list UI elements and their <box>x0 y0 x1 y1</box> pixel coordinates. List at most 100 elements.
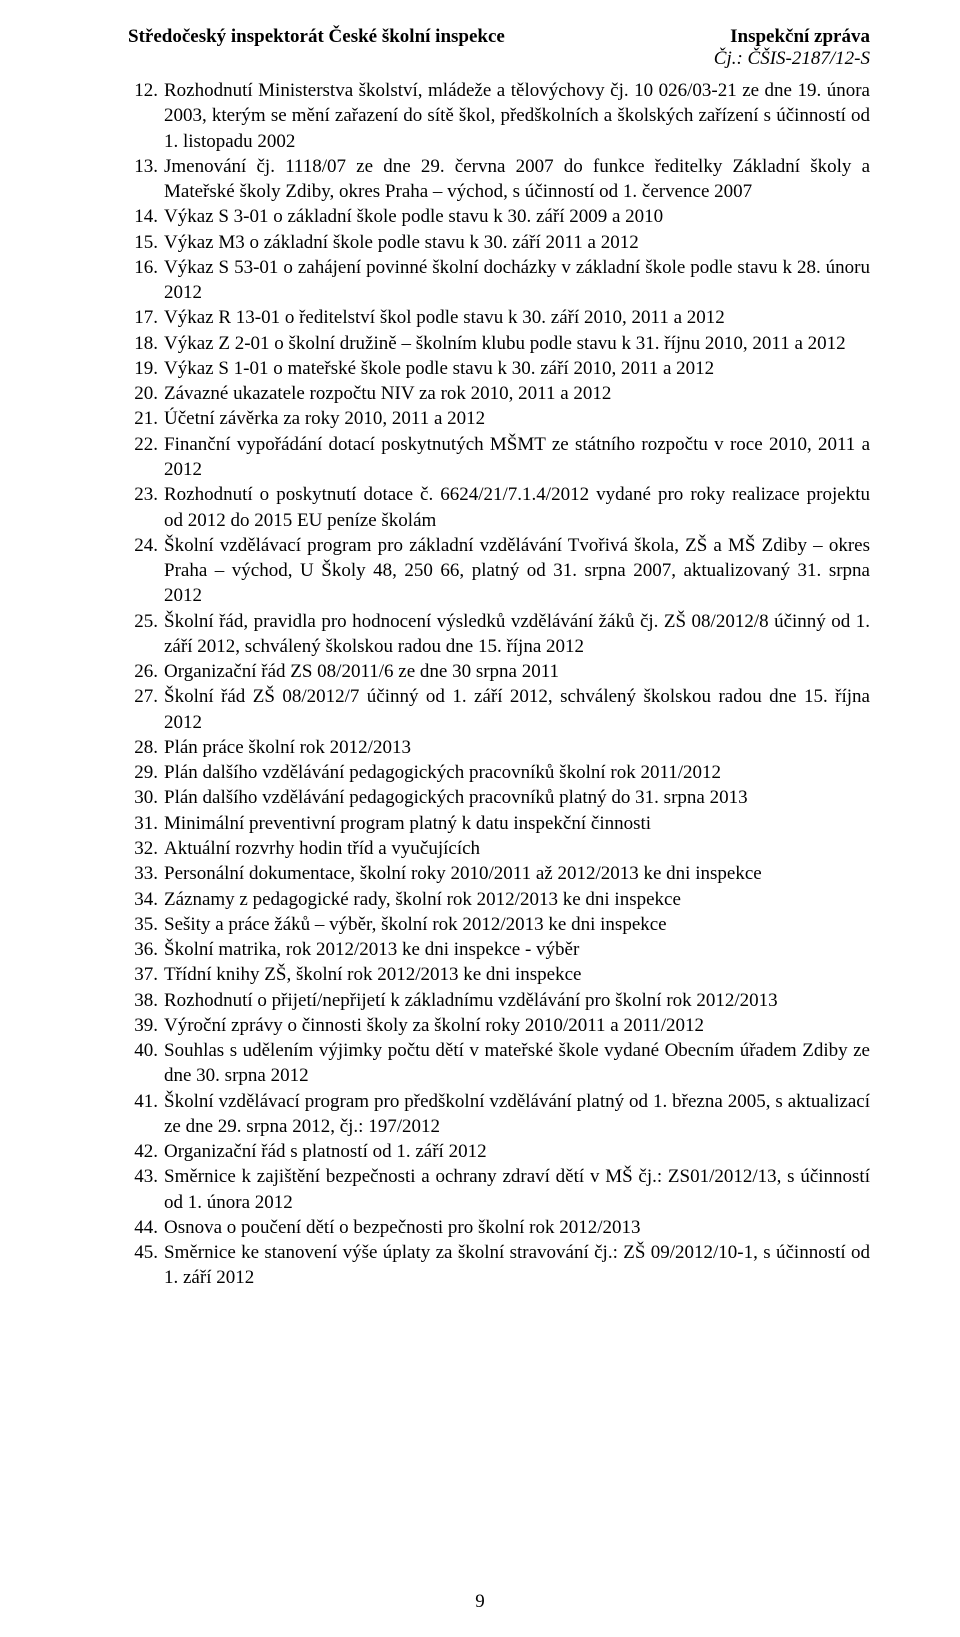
list-item-number: 26. <box>128 659 162 684</box>
list-item: 38.Rozhodnutí o přijetí/nepřijetí k zákl… <box>128 988 870 1013</box>
list-item-number: 34. <box>128 887 162 912</box>
list-item-number: 40. <box>128 1038 162 1089</box>
list-item-number: 29. <box>128 760 162 785</box>
list-item: 13.Jmenování čj. 1118/07 ze dne 29. červ… <box>128 154 870 205</box>
list-item: 23.Rozhodnutí o poskytnutí dotace č. 662… <box>128 482 870 533</box>
list-item: 26.Organizační řád ZS 08/2011/6 ze dne 3… <box>128 659 870 684</box>
list-item-text: Minimální preventivní program platný k d… <box>162 811 870 836</box>
list-item-number: 35. <box>128 912 162 937</box>
header-right: Inspekční zpráva Čj.: ČŠIS-2187/12-S <box>714 26 870 70</box>
list-item-number: 27. <box>128 684 162 735</box>
list-item-number: 37. <box>128 962 162 987</box>
list-item-text: Školní vzdělávací program pro předškolní… <box>162 1089 870 1140</box>
list-item-text: Školní řád ZŠ 08/2012/7 účinný od 1. zář… <box>162 684 870 735</box>
list-item: 31.Minimální preventivní program platný … <box>128 811 870 836</box>
list-item-number: 28. <box>128 735 162 760</box>
list-item: 17.Výkaz R 13-01 o ředitelství škol podl… <box>128 305 870 330</box>
list-item-number: 44. <box>128 1215 162 1240</box>
list-item-number: 12. <box>128 78 162 154</box>
list-item: 27.Školní řád ZŠ 08/2012/7 účinný od 1. … <box>128 684 870 735</box>
header-right-title: Inspekční zpráva <box>714 26 870 48</box>
page-header: Středočeský inspektorát České školní ins… <box>128 26 870 70</box>
list-item-number: 30. <box>128 785 162 810</box>
list-item: 34.Záznamy z pedagogické rady, školní ro… <box>128 887 870 912</box>
list-item: 44.Osnova o poučení dětí o bezpečnosti p… <box>128 1215 870 1240</box>
list-item: 33.Personální dokumentace, školní roky 2… <box>128 861 870 886</box>
list-item-number: 43. <box>128 1164 162 1215</box>
list-item-text: Účetní závěrka za roky 2010, 2011 a 2012 <box>162 406 870 431</box>
page-number: 9 <box>0 1591 960 1613</box>
list-item-text: Výkaz R 13-01 o ředitelství škol podle s… <box>162 305 870 330</box>
list-item: 43.Směrnice k zajištění bezpečnosti a oc… <box>128 1164 870 1215</box>
list-item: 19.Výkaz S 1-01 o mateřské škole podle s… <box>128 356 870 381</box>
list-item: 42.Organizační řád s platností od 1. zář… <box>128 1139 870 1164</box>
numbered-list: 12.Rozhodnutí Ministerstva školství, mlá… <box>128 78 870 1291</box>
list-item-text: Závazné ukazatele rozpočtu NIV za rok 20… <box>162 381 870 406</box>
list-item-text: Souhlas s udělením výjimky počtu dětí v … <box>162 1038 870 1089</box>
list-item: 12.Rozhodnutí Ministerstva školství, mlá… <box>128 78 870 154</box>
list-item-text: Finanční vypořádání dotací poskytnutých … <box>162 432 870 483</box>
list-item-number: 13. <box>128 154 162 205</box>
header-left: Středočeský inspektorát České školní ins… <box>128 26 505 48</box>
list-item: 35.Sešity a práce žáků – výběr, školní r… <box>128 912 870 937</box>
list-item-text: Výkaz S 53-01 o zahájení povinné školní … <box>162 255 870 306</box>
list-item: 32.Aktuální rozvrhy hodin tříd a vyučují… <box>128 836 870 861</box>
list-item-text: Rozhodnutí o poskytnutí dotace č. 6624/2… <box>162 482 870 533</box>
list-item-number: 25. <box>128 609 162 660</box>
list-item-text: Organizační řád s platností od 1. září 2… <box>162 1139 870 1164</box>
list-item-number: 42. <box>128 1139 162 1164</box>
list-item-number: 18. <box>128 331 162 356</box>
list-item: 30.Plán dalšího vzdělávání pedagogických… <box>128 785 870 810</box>
list-item: 40.Souhlas s udělením výjimky počtu dětí… <box>128 1038 870 1089</box>
list-item-text: Výroční zprávy o činnosti školy za školn… <box>162 1013 870 1038</box>
list-item: 36.Školní matrika, rok 2012/2013 ke dni … <box>128 937 870 962</box>
list-item-text: Výkaz S 3-01 o základní škole podle stav… <box>162 204 870 229</box>
list-item-text: Plán dalšího vzdělávání pedagogických pr… <box>162 785 870 810</box>
list-item-number: 14. <box>128 204 162 229</box>
list-item-number: 39. <box>128 1013 162 1038</box>
list-item-number: 33. <box>128 861 162 886</box>
list-item-number: 36. <box>128 937 162 962</box>
list-item-text: Rozhodnutí Ministerstva školství, mládež… <box>162 78 870 154</box>
list-item-text: Směrnice ke stanovení výše úplaty za ško… <box>162 1240 870 1291</box>
list-item: 15.Výkaz M3 o základní škole podle stavu… <box>128 230 870 255</box>
list-item-number: 19. <box>128 356 162 381</box>
header-right-ref: Čj.: ČŠIS-2187/12-S <box>714 48 870 70</box>
list-item-number: 15. <box>128 230 162 255</box>
list-item: 37.Třídní knihy ZŠ, školní rok 2012/2013… <box>128 962 870 987</box>
list-item-text: Aktuální rozvrhy hodin tříd a vyučujícíc… <box>162 836 870 861</box>
list-item-number: 31. <box>128 811 162 836</box>
list-item-number: 20. <box>128 381 162 406</box>
list-item: 20.Závazné ukazatele rozpočtu NIV za rok… <box>128 381 870 406</box>
list-item-text: Rozhodnutí o přijetí/nepřijetí k základn… <box>162 988 870 1013</box>
list-item-text: Směrnice k zajištění bezpečnosti a ochra… <box>162 1164 870 1215</box>
list-item-text: Personální dokumentace, školní roky 2010… <box>162 861 870 886</box>
list-item-text: Školní matrika, rok 2012/2013 ke dni ins… <box>162 937 870 962</box>
list-item-text: Osnova o poučení dětí o bezpečnosti pro … <box>162 1215 870 1240</box>
list-item-number: 24. <box>128 533 162 609</box>
list-item: 45.Směrnice ke stanovení výše úplaty za … <box>128 1240 870 1291</box>
list-item-text: Organizační řád ZS 08/2011/6 ze dne 30 s… <box>162 659 870 684</box>
list-item-number: 21. <box>128 406 162 431</box>
list-item: 29.Plán dalšího vzdělávání pedagogických… <box>128 760 870 785</box>
list-item-text: Školní řád, pravidla pro hodnocení výsle… <box>162 609 870 660</box>
list-item-text: Výkaz Z 2-01 o školní družině – školním … <box>162 331 870 356</box>
list-item: 24.Školní vzdělávací program pro základn… <box>128 533 870 609</box>
list-item-number: 16. <box>128 255 162 306</box>
list-item-text: Jmenování čj. 1118/07 ze dne 29. června … <box>162 154 870 205</box>
list-item-text: Výkaz S 1-01 o mateřské škole podle stav… <box>162 356 870 381</box>
list-item-text: Třídní knihy ZŠ, školní rok 2012/2013 ke… <box>162 962 870 987</box>
list-item-number: 32. <box>128 836 162 861</box>
list-item: 41.Školní vzdělávací program pro předško… <box>128 1089 870 1140</box>
list-item-text: Záznamy z pedagogické rady, školní rok 2… <box>162 887 870 912</box>
list-item: 16.Výkaz S 53-01 o zahájení povinné škol… <box>128 255 870 306</box>
list-item: 28.Plán práce školní rok 2012/2013 <box>128 735 870 760</box>
list-item: 22.Finanční vypořádání dotací poskytnutý… <box>128 432 870 483</box>
list-item-text: Plán dalšího vzdělávání pedagogických pr… <box>162 760 870 785</box>
list-item-number: 41. <box>128 1089 162 1140</box>
list-item: 18.Výkaz Z 2-01 o školní družině – školn… <box>128 331 870 356</box>
list-item-number: 45. <box>128 1240 162 1291</box>
list-item-text: Sešity a práce žáků – výběr, školní rok … <box>162 912 870 937</box>
list-item-text: Výkaz M3 o základní škole podle stavu k … <box>162 230 870 255</box>
document-page: Středočeský inspektorát České školní ins… <box>0 0 960 1637</box>
